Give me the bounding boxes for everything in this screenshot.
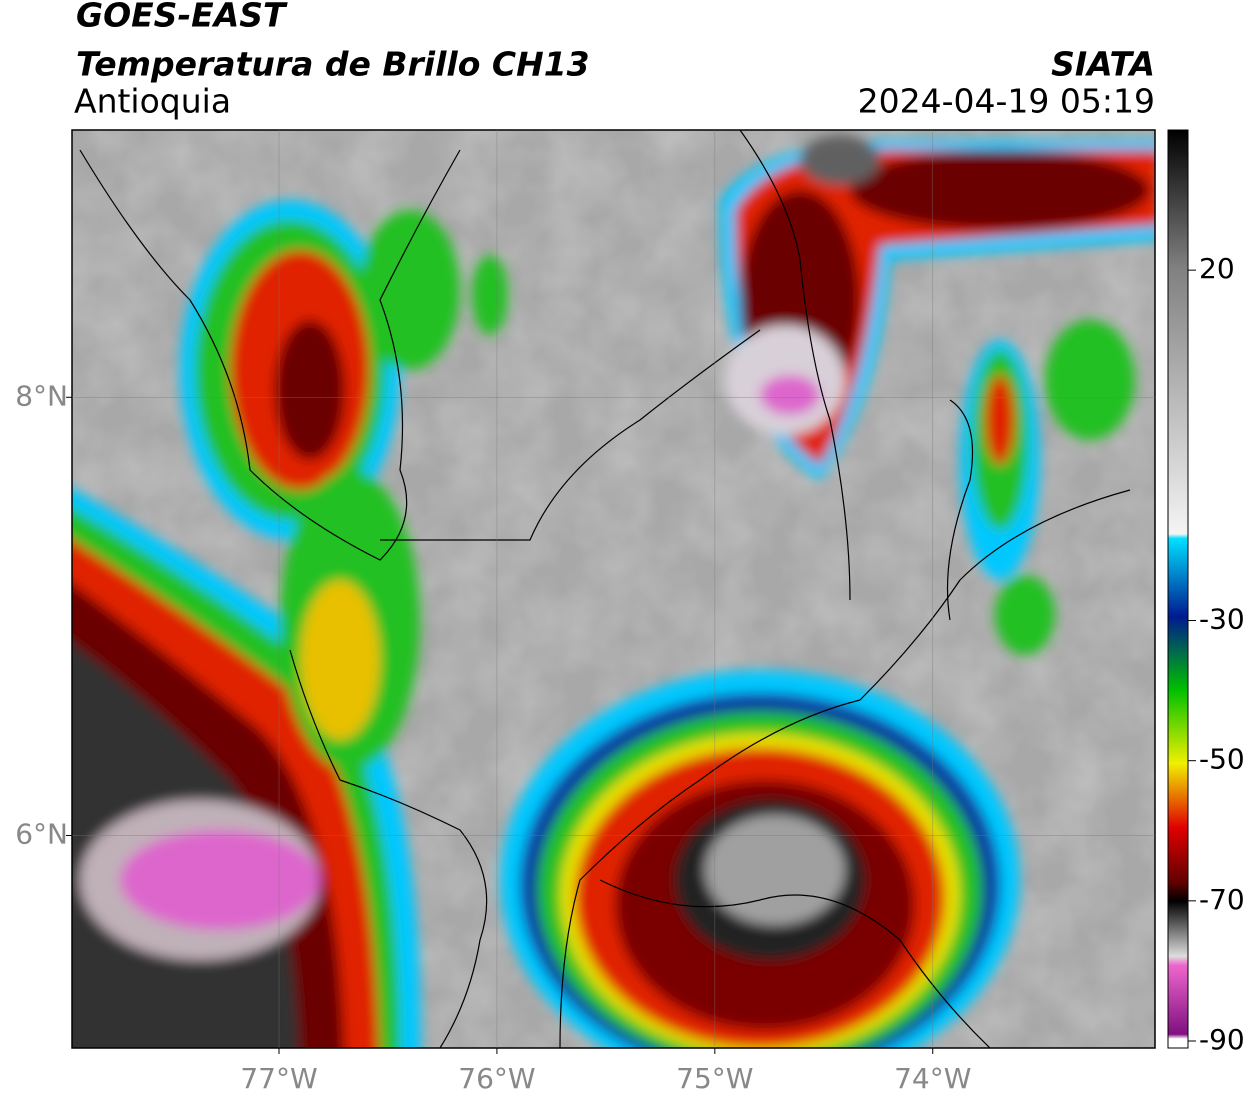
colorbar-tick-label: -50 — [1199, 743, 1245, 776]
colorbar-tick-label: -90 — [1199, 1023, 1245, 1056]
ticks: 77°W 76°W 75°W 74°W 8°N 6°N 20 -30 -50 -70 -90 — [15, 130, 1245, 1095]
colorbar-tick-label: 20 — [1199, 252, 1235, 285]
colorbar-tick-label: -30 — [1199, 603, 1245, 636]
region: Antioquia — [74, 82, 231, 121]
x-tick-label: 74°W — [894, 1062, 971, 1095]
y-tick-label: 8°N — [15, 379, 68, 412]
colorbar-tick-label: -70 — [1199, 883, 1245, 916]
title: GOES-EAST — [76, 0, 288, 35]
y-tick-label: 6°N — [15, 817, 68, 850]
subtitle: Temperatura de Brillo CH13 — [76, 45, 590, 84]
x-tick-label: 76°W — [458, 1062, 535, 1095]
source: SIATA — [1051, 45, 1155, 84]
satellite-image — [72, 130, 1155, 1048]
x-tick-label: 75°W — [676, 1062, 753, 1095]
datetime: 2024-04-19 05:19 — [858, 82, 1155, 121]
map-frame — [71, 129, 1156, 1049]
x-tick-label: 77°W — [240, 1062, 317, 1095]
colorbar — [1167, 129, 1189, 1049]
